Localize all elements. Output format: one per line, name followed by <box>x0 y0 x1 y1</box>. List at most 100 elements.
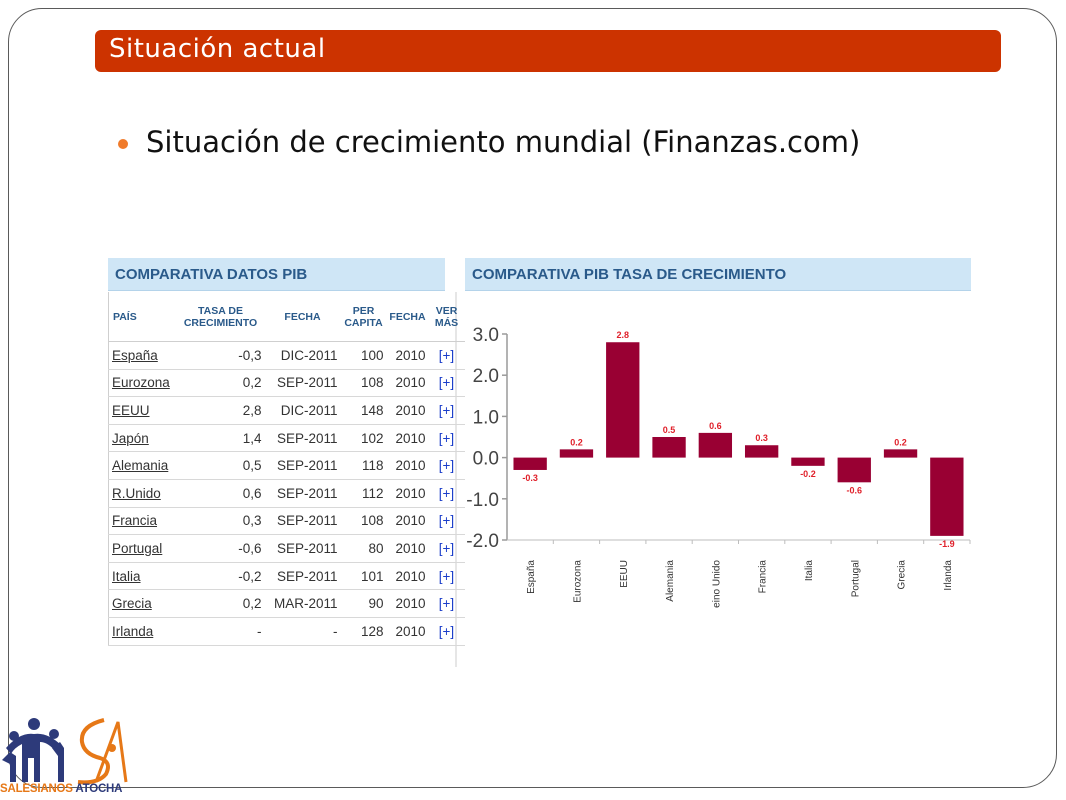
table-row: Alemania 0,5 SEP-2011 118 2010 [+] <box>108 451 465 480</box>
year-cell: 2010 <box>386 369 429 398</box>
more-link[interactable]: [+] <box>428 396 465 425</box>
growth-rate-cell: 0,6 <box>176 479 265 508</box>
country-name[interactable]: Italia <box>112 568 141 584</box>
salesianos-logo <box>2 718 128 785</box>
per-capita-cell: 112 <box>340 479 387 508</box>
logo-figures-icon <box>2 718 64 782</box>
more-link[interactable]: [+] <box>428 479 465 508</box>
table-row: Francia 0,3 SEP-2011 108 2010 [+] <box>108 507 465 536</box>
date-cell: SEP-2011 <box>264 534 341 563</box>
more-link[interactable]: [+] <box>428 589 465 618</box>
bar-value-label: 0.5 <box>663 425 676 435</box>
bar-value-label: -0.2 <box>800 469 816 479</box>
growth-rate-cell: 0,2 <box>176 369 265 398</box>
year-cell: 2010 <box>386 534 429 563</box>
bar <box>930 457 964 536</box>
country-link[interactable]: Irlanda <box>108 617 177 646</box>
pib-table-panel: PAÍS TASA DE CRECIMIENTO FECHA PER CAPIT… <box>108 292 465 646</box>
bar <box>883 449 918 458</box>
bar <box>791 457 825 466</box>
bar-value-label: 0.6 <box>709 421 722 431</box>
table-row: Portugal -0,6 SEP-2011 80 2010 [+] <box>108 534 465 563</box>
country-name[interactable]: Grecia <box>112 596 152 612</box>
country-name[interactable]: Irlanda <box>112 623 154 639</box>
more-link[interactable]: [+] <box>428 341 465 370</box>
table-row: Italia -0,2 SEP-2011 101 2010 [+] <box>108 562 465 591</box>
table-row: España -0,3 DIC-2011 100 2010 [+] <box>108 341 465 370</box>
growth-rate-cell: -0,6 <box>176 534 265 563</box>
table-row: R.Unido 0,6 SEP-2011 112 2010 [+] <box>108 479 465 508</box>
table-row: Grecia 0,2 MAR-2011 90 2010 [+] <box>108 589 465 618</box>
more-link[interactable]: [+] <box>428 534 465 563</box>
table-header-row: PAÍS TASA DE CRECIMIENTO FECHA PER CAPIT… <box>108 292 465 342</box>
per-capita-cell: 100 <box>340 341 387 370</box>
more-link[interactable]: [+] <box>428 617 465 646</box>
col-header-year: FECHA <box>386 292 429 342</box>
date-cell: SEP-2011 <box>264 369 341 398</box>
more-link[interactable]: [+] <box>428 451 465 480</box>
country-link[interactable]: Italia <box>108 562 177 591</box>
growth-rate-cell: 2,8 <box>176 396 265 425</box>
bar <box>698 432 733 458</box>
x-tick-label: Eurozona <box>572 560 583 603</box>
country-link[interactable]: Japón <box>108 424 177 453</box>
date-cell: SEP-2011 <box>264 562 341 591</box>
bar-value-label: -1.9 <box>939 539 955 549</box>
country-link[interactable]: Grecia <box>108 589 177 618</box>
table-panel-title: COMPARATIVA DATOS PIB <box>108 258 445 291</box>
country-name[interactable]: Alemania <box>112 458 169 474</box>
growth-rate-cell: 1,4 <box>176 424 265 453</box>
year-cell: 2010 <box>386 479 429 508</box>
per-capita-cell: 148 <box>340 396 387 425</box>
more-link[interactable]: [+] <box>428 507 465 536</box>
date-cell: MAR-2011 <box>264 589 341 618</box>
country-link[interactable]: Eurozona <box>108 369 177 398</box>
col-header-per-capita: PER CAPITA <box>340 292 387 342</box>
per-capita-cell: 102 <box>340 424 387 453</box>
country-name[interactable]: Portugal <box>112 540 163 556</box>
country-link[interactable]: España <box>108 341 177 370</box>
bar-value-label: 0.2 <box>894 437 907 447</box>
year-cell: 2010 <box>386 451 429 480</box>
y-tick-label: 0.0 <box>473 449 499 470</box>
growth-rate-cell: 0,5 <box>176 451 265 480</box>
table-row: EEUU 2,8 DIC-2011 148 2010 [+] <box>108 396 465 425</box>
logo-s-stroke-icon <box>77 718 110 785</box>
per-capita-cell: 108 <box>340 507 387 536</box>
country-link[interactable]: Alemania <box>108 451 177 480</box>
col-header-country: PAÍS <box>108 292 177 342</box>
slide-frame <box>8 8 1057 788</box>
pib-table: PAÍS TASA DE CRECIMIENTO FECHA PER CAPIT… <box>108 292 465 646</box>
country-name[interactable]: R.Unido <box>112 485 161 501</box>
country-link[interactable]: R.Unido <box>108 479 177 508</box>
year-cell: 2010 <box>386 424 429 453</box>
growth-rate-cell: 0,2 <box>176 589 265 618</box>
country-name[interactable]: Francia <box>112 513 158 529</box>
chart-panel-title: COMPARATIVA PIB TASA DE CRECIMIENTO <box>465 258 971 291</box>
bar-value-label: -0.6 <box>846 485 862 495</box>
country-name[interactable]: EEUU <box>112 402 150 418</box>
country-link[interactable]: EEUU <box>108 396 177 425</box>
more-link[interactable]: [+] <box>428 562 465 591</box>
date-cell: DIC-2011 <box>264 341 341 370</box>
x-tick-label: Italia <box>804 560 815 582</box>
title-bar: Situación actual <box>95 30 1001 72</box>
bar-value-label: 0.2 <box>570 437 583 447</box>
more-link[interactable]: [+] <box>428 424 465 453</box>
y-tick-label: -2.0 <box>466 531 499 552</box>
slide-title: Situación actual <box>109 34 326 64</box>
x-tick-label: EEUU <box>619 560 630 588</box>
country-name[interactable]: España <box>112 347 158 363</box>
country-name[interactable]: Eurozona <box>112 375 170 391</box>
per-capita-cell: 80 <box>340 534 387 563</box>
country-name[interactable]: Japón <box>112 430 149 446</box>
date-cell: SEP-2011 <box>264 507 341 536</box>
country-link[interactable]: Portugal <box>108 534 177 563</box>
year-cell: 2010 <box>386 617 429 646</box>
date-cell: DIC-2011 <box>264 396 341 425</box>
country-link[interactable]: Francia <box>108 507 177 536</box>
growth-rate-cell: -0,3 <box>176 341 265 370</box>
more-link[interactable]: [+] <box>428 369 465 398</box>
x-tick-label: Francia <box>758 560 769 594</box>
